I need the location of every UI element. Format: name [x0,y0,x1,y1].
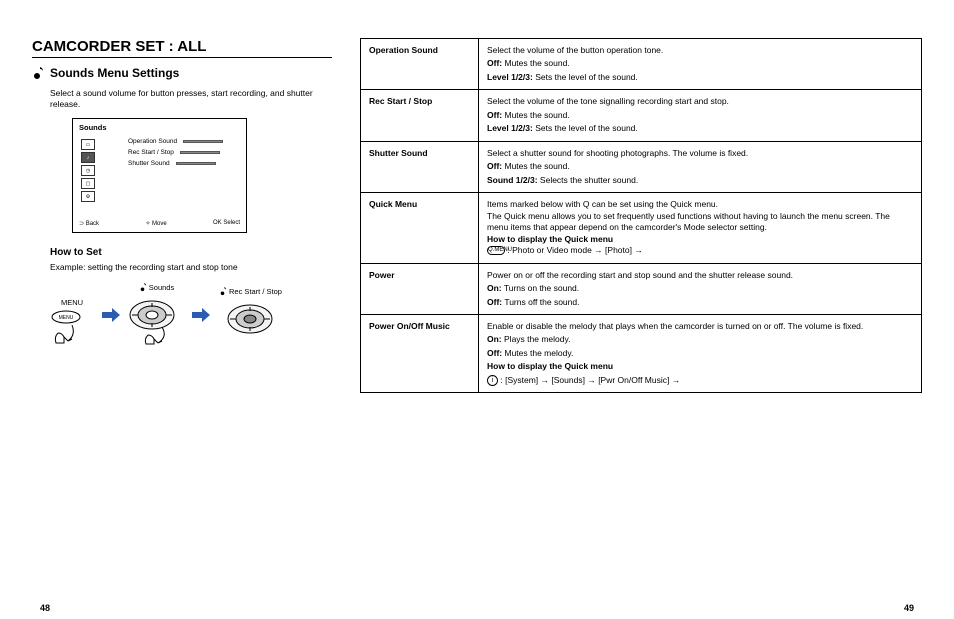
ms-icon-sounds: ♪ [81,152,95,163]
menu-button-icon: MENU [50,307,94,345]
setting-name: Power On/Off Music [361,314,479,392]
section-description: Select a sound volume for button presses… [50,88,332,110]
left-column: CAMCORDER SET : ALL Sounds Menu Settings… [32,38,332,599]
page-title: CAMCORDER SET : ALL [32,38,332,55]
ms-title: Sounds [79,123,107,132]
ms-icon-system: ⚙ [81,191,95,202]
howto-step-3: Rec Start / Stop [218,286,282,343]
ms-row: Rec Start / Stop [128,148,223,157]
ms-icon-display: ▢ [81,178,95,189]
qmenu-button-icon: Q.MENU [487,246,505,255]
title-divider [32,57,332,58]
table-row: Rec Start / Stop Select the volume of th… [361,90,922,141]
setting-name: Power [361,263,479,314]
setting-name: Shutter Sound [361,141,479,192]
setting-name: Quick Menu [361,193,479,263]
howto-step-2: Sounds [128,282,184,347]
music-note-icon [138,282,147,293]
howto-subtitle: Example: setting the recording start and… [50,262,332,272]
arrow-right-icon [192,308,210,322]
step-label: MENU [50,298,94,307]
setting-desc: Select the volume of the tone signalling… [479,90,922,141]
joystick-icon [128,297,184,345]
section-title: Sounds Menu Settings [50,66,179,80]
step-label: Rec Start / Stop [229,287,282,296]
svg-text:MENU: MENU [59,315,74,321]
howto-steps: MENU MENU Sounds [50,282,332,347]
ms-select: OK Select [213,220,240,227]
settings-table: Operation Sound Select the volume of the… [360,38,922,393]
joystick-icon [222,301,278,341]
setting-desc: Select the volume of the button operatio… [479,39,922,90]
ms-icon-clock: ◷ [81,165,95,176]
page-number-right: 49 [904,603,914,613]
setting-name: Rec Start / Stop [361,90,479,141]
page-number-left: 48 [40,603,50,613]
section-header: Sounds Menu Settings [32,66,332,82]
table-row: Power On/Off Music Enable or disable the… [361,314,922,392]
howto-step-1: MENU MENU [50,282,94,347]
step-label: Sounds [149,283,174,292]
setting-desc: Items marked below with Q can be set usi… [479,193,922,263]
howto-block: How to Set Example: setting the recordin… [50,247,332,347]
ms-settings-list: Operation Sound Rec Start / Stop Shutter… [128,137,223,170]
ms-back: ⊃ Back [79,220,99,227]
table-row: Quick Menu Items marked below with Q can… [361,193,922,263]
table-row: Shutter Sound Select a shutter sound for… [361,141,922,192]
music-note-icon [218,286,227,297]
arrow-right-icon [102,308,120,322]
setting-desc: Select a shutter sound for shooting phot… [479,141,922,192]
ms-move: ✧ Move [145,220,166,227]
ms-row: Operation Sound [128,137,223,146]
ms-icon-column: ▭ ♪ ◷ ▢ ⚙ [81,139,95,204]
menu-screenshot: Sounds ▭ ♪ ◷ ▢ ⚙ Operation Sound Rec Sta… [72,118,247,233]
setting-name: Operation Sound [361,39,479,90]
right-column: Operation Sound Select the volume of the… [360,38,922,599]
music-note-icon [32,66,44,82]
ms-icon-memory: ▭ [81,139,95,150]
howto-title: How to Set [50,247,332,258]
table-row: Operation Sound Select the volume of the… [361,39,922,90]
ms-row: Shutter Sound [128,159,223,168]
setting-desc: Enable or disable the melody that plays … [479,314,922,392]
info-circle-icon: i [487,375,498,386]
table-row: Power Power on or off the recording star… [361,263,922,314]
ms-bottom-bar: ⊃ Back ✧ Move OK Select [79,220,240,227]
setting-desc: Power on or off the recording start and … [479,263,922,314]
